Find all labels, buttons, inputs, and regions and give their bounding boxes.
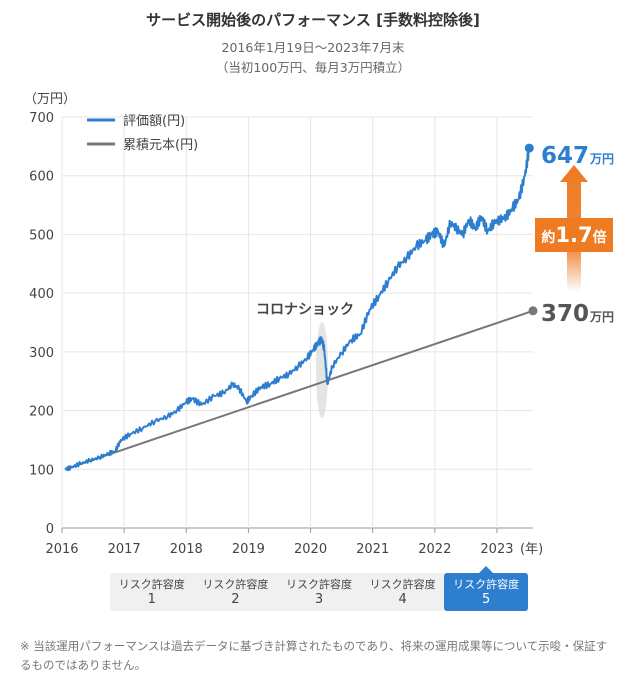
risk-tab-label: リスク許容度 <box>453 578 520 591</box>
legend: 評価額(円) 累積元本(円) <box>87 114 198 153</box>
risk-tab-number: 3 <box>314 592 324 607</box>
growth-arrow: 約1.7倍 <box>535 165 613 292</box>
y-tick-label: 400 <box>29 287 54 302</box>
risk-tab-4[interactable]: リスク許容度 4 <box>361 573 445 611</box>
x-tick-label: 2017 <box>108 542 141 557</box>
valuation-end-point <box>524 143 534 153</box>
risk-tab-number: 1 <box>147 592 156 607</box>
chart-gridlines <box>61 116 533 533</box>
x-axis-unit-label: (年) <box>520 542 543 557</box>
chart-title: サービス開始後のパフォーマンス [手数料控除後] <box>146 11 480 29</box>
y-tick-label: 100 <box>29 463 54 478</box>
principal-end-point <box>528 306 538 316</box>
end-value-label: 647万円 <box>541 143 614 169</box>
risk-tab-label: リスク許容度 <box>202 578 269 591</box>
x-tick-label: 2019 <box>232 542 265 557</box>
legend-label-valuation: 評価額(円) <box>123 114 185 129</box>
principal-line <box>64 309 534 471</box>
principal-value-label: 370万円 <box>541 301 614 327</box>
legend-label-principal: 累積元本(円) <box>123 138 198 153</box>
y-tick-label: 200 <box>29 405 54 420</box>
x-tick-label: 2023 <box>480 542 513 557</box>
x-tick-label: 2022 <box>418 542 451 557</box>
risk-tab-5[interactable]: リスク許容度 5 <box>444 566 528 611</box>
y-tick-label: 600 <box>29 170 54 185</box>
y-tick-label: 300 <box>29 346 54 361</box>
risk-tab-3[interactable]: リスク許容度 3 <box>277 573 361 611</box>
chart-subtitle-conditions: （当初100万円、毎月3万円積立） <box>215 60 411 75</box>
risk-tab-number: 5 <box>482 592 491 607</box>
valuation-line <box>64 146 531 472</box>
risk-tab-label: リスク許容度 <box>118 578 185 591</box>
chart-series <box>64 143 538 472</box>
x-tick-label: 2016 <box>45 542 78 557</box>
y-axis-unit-label: （万円） <box>24 92 76 107</box>
x-tick-label: 2018 <box>170 542 203 557</box>
y-tick-label: 700 <box>29 111 54 126</box>
risk-tab-1[interactable]: リスク許容度 1 <box>110 573 194 611</box>
corona-highlight <box>316 322 328 418</box>
multiplier-text: 約1.7倍 <box>541 223 606 247</box>
corona-annotation: コロナショック <box>256 302 354 318</box>
risk-tab-2[interactable]: リスク許容度 2 <box>194 573 278 611</box>
risk-tab-number: 2 <box>231 592 240 607</box>
disclaimer-footnote: ※ 当該運用パフォーマンスは過去データに基づき計算されたものであり、将来の運用成… <box>20 639 608 672</box>
x-tick-label: 2021 <box>356 542 389 557</box>
y-tick-label: 0 <box>46 522 54 537</box>
risk-tolerance-tabs: リスク許容度 1 リスク許容度 2 リスク許容度 3 リスク許容度 4 リスク許容度 5 <box>110 566 528 611</box>
x-tick-label: 2020 <box>294 542 327 557</box>
risk-tab-label: リスク許容度 <box>369 578 436 591</box>
risk-tab-label: リスク許容度 <box>285 578 352 591</box>
y-tick-label: 500 <box>29 228 54 243</box>
multiplier-badge <box>535 218 613 252</box>
y-axis-ticks: 0 100 200 300 400 500 600 700 <box>29 111 54 537</box>
x-axis-ticks: 2016 2017 2018 2019 2020 2021 2022 2023 <box>45 542 513 557</box>
risk-tab-number: 4 <box>398 592 407 607</box>
chart-subtitle-period: 2016年1月19日～2023年7月末 <box>221 40 405 55</box>
